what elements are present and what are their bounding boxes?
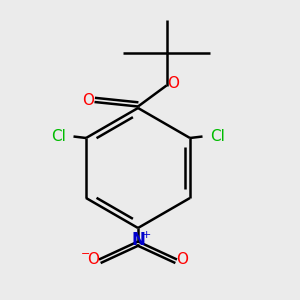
Text: Cl: Cl: [51, 129, 66, 144]
Text: O: O: [167, 76, 179, 92]
Text: +: +: [142, 230, 151, 240]
Text: −: −: [81, 249, 91, 259]
Text: O: O: [176, 252, 188, 267]
Text: O: O: [88, 252, 100, 267]
Text: O: O: [82, 93, 94, 108]
Text: N: N: [131, 231, 145, 249]
Text: Cl: Cl: [210, 129, 225, 144]
